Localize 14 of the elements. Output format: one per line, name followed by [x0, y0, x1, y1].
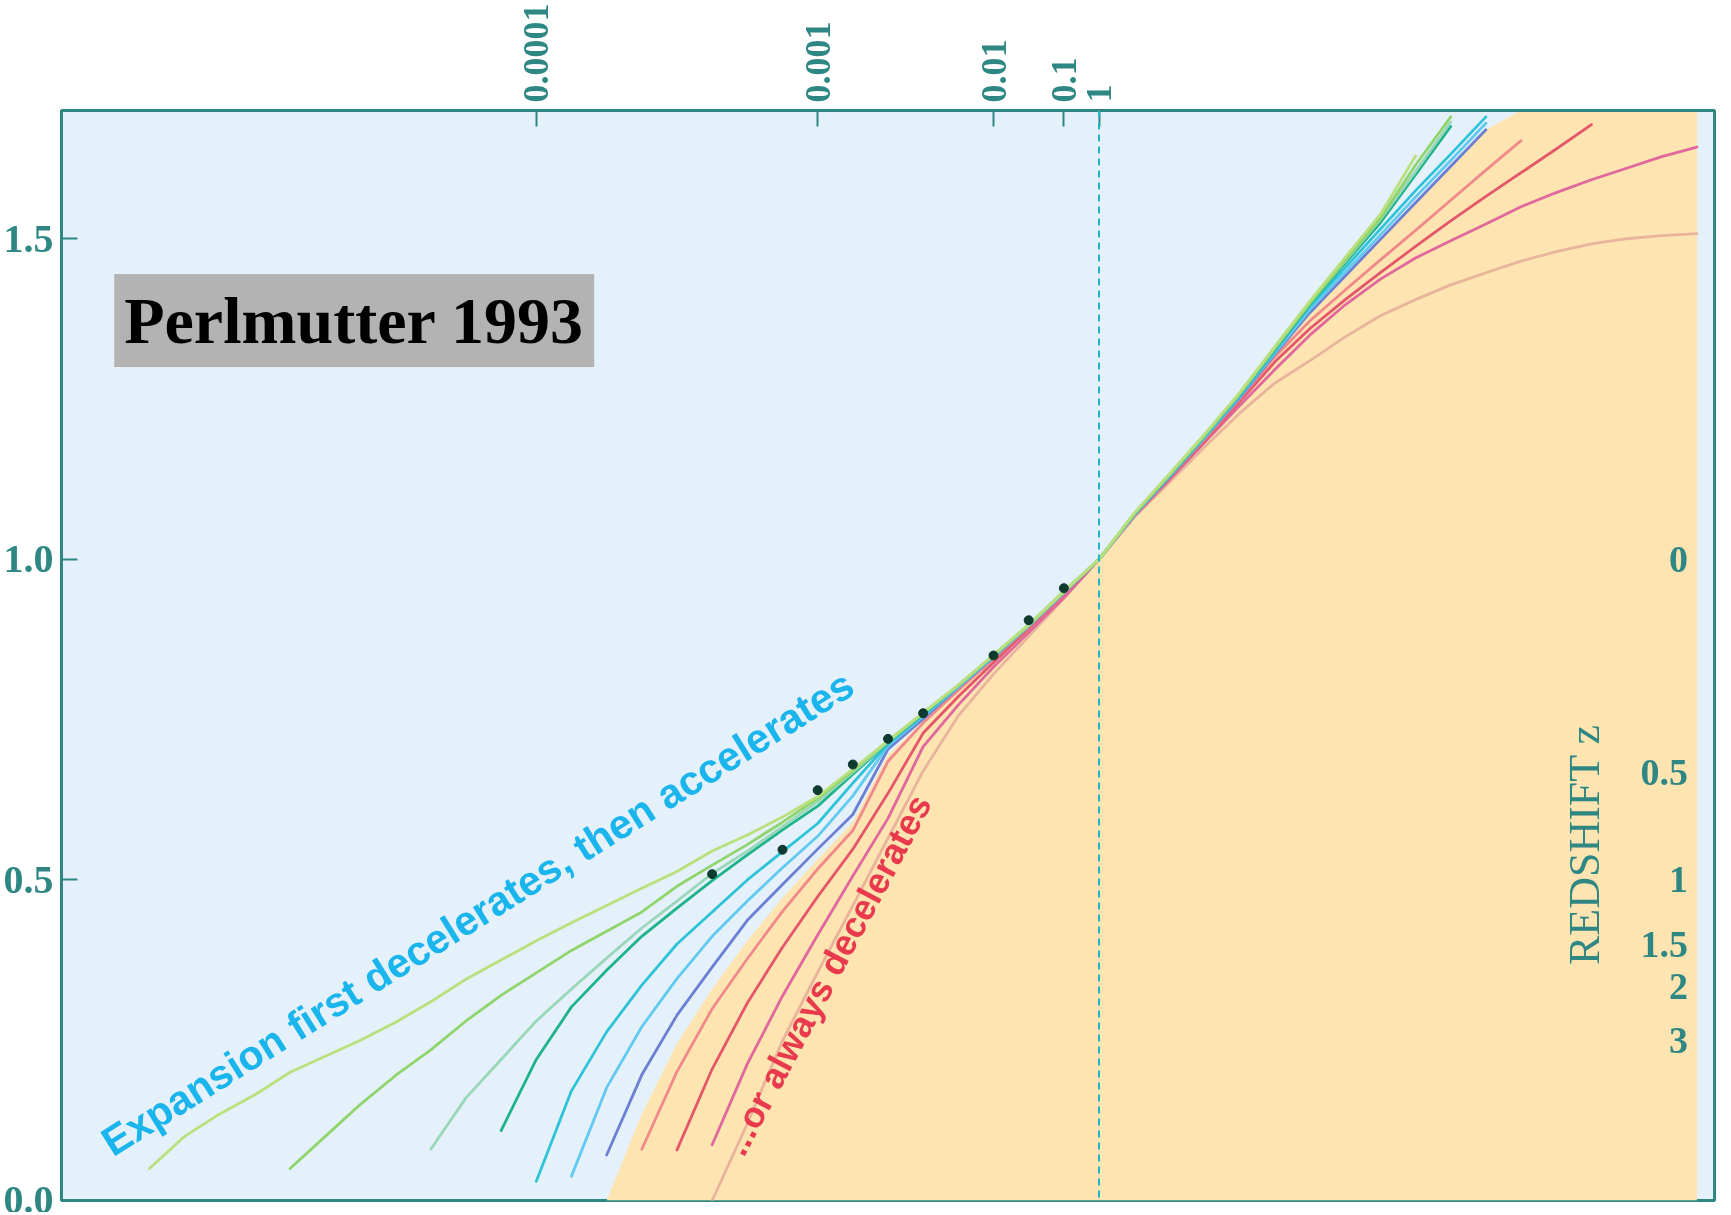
- annotation: 1: [1669, 858, 1689, 901]
- annotation: 3: [1669, 1018, 1689, 1061]
- annotation: Perlmutter 1993: [124, 283, 584, 357]
- annotation: 2: [1669, 965, 1689, 1008]
- y-tick-label: 0.5: [3, 856, 54, 902]
- annotation: 0: [1669, 537, 1689, 580]
- y-tick-label: 1.0: [3, 536, 54, 582]
- x-tick-label: 0.001: [797, 21, 838, 103]
- annotation: REDSHIFT z: [1559, 725, 1609, 966]
- y-tick-label: 1.5: [3, 215, 54, 261]
- x-tick-label: 0.0001: [516, 3, 557, 103]
- annotation: 1.5: [1640, 922, 1689, 965]
- annotation: 0.5: [1640, 751, 1689, 794]
- x-tick-label: 0.01: [973, 39, 1014, 103]
